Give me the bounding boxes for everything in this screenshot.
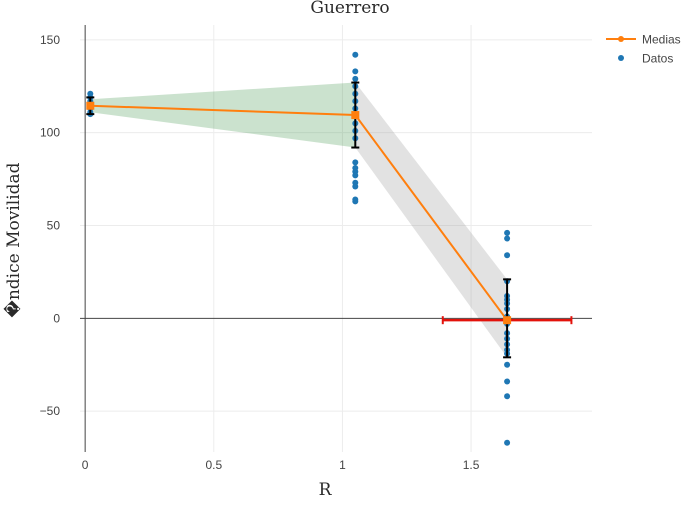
band-gray (355, 82, 508, 358)
data-point (352, 183, 359, 190)
legend-item-datos[interactable]: Datos (618, 52, 673, 66)
y-tick-label: −50 (40, 404, 61, 418)
data-point (352, 172, 359, 179)
legend-swatch-marker (618, 55, 624, 61)
series (86, 51, 573, 446)
data-point (504, 252, 511, 259)
band-green (90, 82, 356, 148)
data-point (504, 393, 511, 400)
x-axis-title: R (319, 480, 333, 500)
mean-marker (503, 316, 512, 325)
labels: Guerrero R �ndice Movilidad (3, 0, 390, 500)
chart-title: Guerrero (310, 0, 389, 18)
data-point (352, 198, 359, 205)
data-point (504, 235, 511, 242)
y-tick-label: 100 (40, 126, 60, 140)
y-tick-label: 150 (40, 33, 60, 47)
mean-marker (86, 101, 95, 110)
axes: 0 0.5 1 1.5 −50 0 50 100 150 (40, 25, 592, 472)
data-point (352, 68, 359, 75)
data-point (352, 159, 359, 166)
y-axis-title: �ndice Movilidad (3, 162, 24, 317)
data-point (504, 439, 511, 446)
confidence-bands (90, 82, 508, 358)
y-tick-label: 50 (47, 219, 61, 233)
x-tick-label: 1 (339, 458, 346, 472)
data-point (504, 378, 511, 385)
data-point (504, 229, 511, 236)
x-tick-label: 1.5 (463, 458, 480, 472)
x-tick-label: 0.5 (205, 458, 222, 472)
legend-item-medias[interactable]: Medias (606, 33, 681, 47)
data-point (504, 361, 511, 368)
legend-swatch-marker (618, 36, 624, 42)
legend[interactable]: Medias Datos (606, 33, 681, 66)
data-point (352, 75, 359, 82)
data-point (352, 51, 359, 58)
grid (80, 25, 592, 452)
legend-label: Datos (642, 52, 673, 66)
legend-label: Medias (642, 33, 681, 47)
y-tick-label: 0 (53, 311, 60, 325)
x-tick-label: 0 (82, 458, 89, 472)
mean-marker (351, 111, 360, 120)
